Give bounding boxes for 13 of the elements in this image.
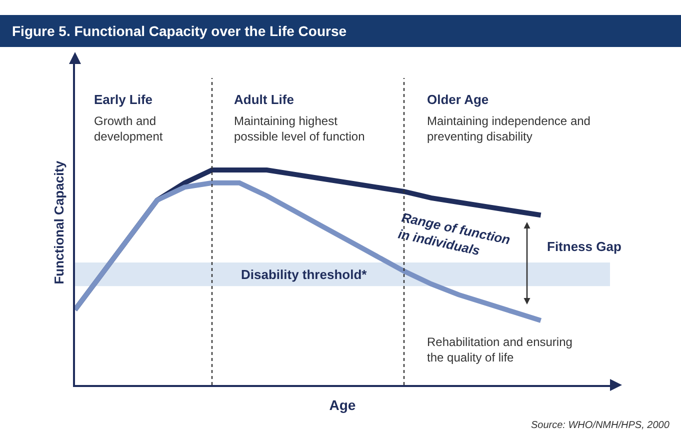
source-note: Source: WHO/NMH/HPS, 2000	[531, 420, 670, 431]
text: Maintaining independence and preventing disability	[427, 114, 590, 144]
band-label: Disability threshold*	[241, 267, 368, 282]
text: Growth and development	[94, 114, 164, 144]
text: Adult Life	[234, 92, 294, 107]
annotation: Rehabilitation and ensuring the quality of life	[427, 335, 572, 365]
x-axis-title: Age	[329, 397, 356, 414]
text: Older Age	[427, 92, 489, 107]
y-axis-title: Functional Capacity	[51, 160, 66, 284]
text: Early Life	[94, 92, 153, 107]
annotation: Fitness Gap	[547, 239, 622, 254]
text: Maintaining highest possible level of function	[234, 114, 365, 144]
chart-title: Figure 5. Functional Capacity over the Life Course	[12, 22, 347, 39]
